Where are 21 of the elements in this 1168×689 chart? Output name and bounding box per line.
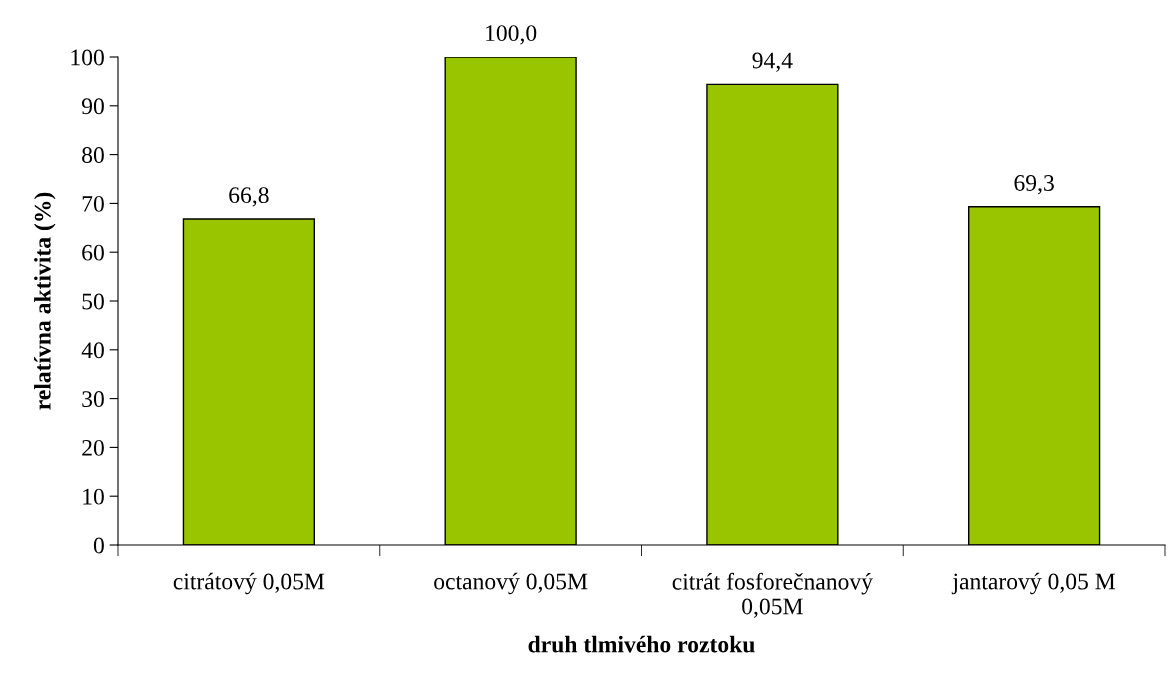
x-tick-label: citrátový 0,05M [173,572,325,595]
y-tick-label: 80 [82,147,104,164]
y-tick-label: 30 [82,391,104,408]
data-label: 66,8 [229,187,269,207]
y-tick-label: 100 [71,49,104,66]
y-axis-title: relatívna aktivita (%) [34,192,56,410]
y-tick-label: 90 [81,98,104,115]
data-label: 100,0 [486,25,537,45]
y-tick-label: 10 [83,488,104,505]
data-label: 69,3 [1014,175,1054,195]
data-label: 94,4 [752,52,793,72]
y-tick-label: 40 [81,342,104,359]
y-tick-label: 70 [82,195,104,212]
x-tick-label: octanový 0,05M [434,572,588,595]
y-tick-label: 50 [82,293,104,310]
y-tick-label: 60 [82,244,104,261]
x-tick-label: jantarový 0,05 M [951,572,1116,595]
x-tick-label: citrát fosforečnanový 0,05M [672,572,873,618]
x-axis-title: druh tlmivého roztoku [528,635,755,653]
y-tick-label: 20 [82,439,104,456]
y-tick-label: 0 [93,537,104,554]
